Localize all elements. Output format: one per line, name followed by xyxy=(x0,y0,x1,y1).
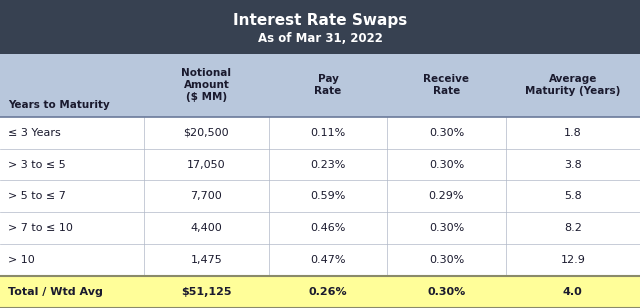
Text: Years to Maturity: Years to Maturity xyxy=(8,100,109,110)
Bar xyxy=(0,180,640,212)
Text: Notional
Amount
($ MM): Notional Amount ($ MM) xyxy=(181,68,232,103)
Bar xyxy=(0,276,640,308)
Text: 4.0: 4.0 xyxy=(563,287,582,297)
Bar xyxy=(0,54,640,117)
Text: > 5 to ≤ 7: > 5 to ≤ 7 xyxy=(8,191,65,201)
Text: > 3 to ≤ 5: > 3 to ≤ 5 xyxy=(8,160,65,170)
Text: 7,700: 7,700 xyxy=(191,191,222,201)
Text: Receive
Rate: Receive Rate xyxy=(424,75,469,96)
Bar xyxy=(0,149,640,180)
Text: $20,500: $20,500 xyxy=(184,128,229,138)
Bar xyxy=(0,212,640,244)
Text: As of Mar 31, 2022: As of Mar 31, 2022 xyxy=(257,32,383,45)
Text: 4,400: 4,400 xyxy=(191,223,222,233)
Bar xyxy=(0,0,640,54)
Text: 3.8: 3.8 xyxy=(564,160,582,170)
Text: 0.30%: 0.30% xyxy=(429,223,464,233)
Text: 1,475: 1,475 xyxy=(191,255,222,265)
Text: 0.26%: 0.26% xyxy=(308,287,348,297)
Text: > 7 to ≤ 10: > 7 to ≤ 10 xyxy=(8,223,72,233)
Text: 1.8: 1.8 xyxy=(564,128,582,138)
Text: 0.23%: 0.23% xyxy=(310,160,346,170)
Text: 0.11%: 0.11% xyxy=(310,128,346,138)
Text: 0.29%: 0.29% xyxy=(429,191,464,201)
Text: 0.30%: 0.30% xyxy=(429,255,464,265)
Text: 17,050: 17,050 xyxy=(187,160,226,170)
Text: 0.30%: 0.30% xyxy=(429,128,464,138)
Text: 5.8: 5.8 xyxy=(564,191,582,201)
Text: $51,125: $51,125 xyxy=(181,287,232,297)
Bar xyxy=(0,244,640,276)
Text: 12.9: 12.9 xyxy=(561,255,585,265)
Text: 0.46%: 0.46% xyxy=(310,223,346,233)
Text: 0.47%: 0.47% xyxy=(310,255,346,265)
Text: Total / Wtd Avg: Total / Wtd Avg xyxy=(8,287,102,297)
Text: 0.59%: 0.59% xyxy=(310,191,346,201)
Text: Average
Maturity (Years): Average Maturity (Years) xyxy=(525,75,621,96)
Text: > 10: > 10 xyxy=(8,255,35,265)
Bar xyxy=(0,117,640,149)
Text: Interest Rate Swaps: Interest Rate Swaps xyxy=(233,13,407,28)
Text: 8.2: 8.2 xyxy=(564,223,582,233)
Text: 0.30%: 0.30% xyxy=(429,160,464,170)
Text: Pay
Rate: Pay Rate xyxy=(314,75,342,96)
Text: 0.30%: 0.30% xyxy=(428,287,465,297)
Text: ≤ 3 Years: ≤ 3 Years xyxy=(8,128,60,138)
